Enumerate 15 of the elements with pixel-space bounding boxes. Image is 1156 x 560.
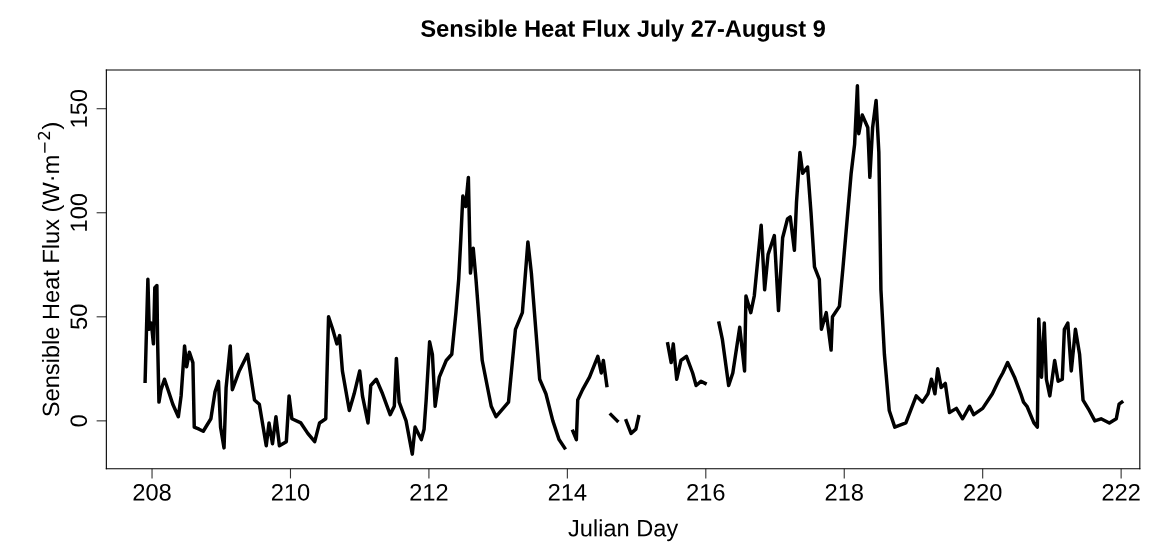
x-tick-label: 214 [548, 483, 587, 501]
x-axis-title: Julian Day [568, 519, 679, 542]
y-axis-title: Sensible Heat Flux (W·m$^{−2}$) [37, 123, 64, 417]
x-tick-label: 208 [133, 483, 171, 501]
x-tick-label: 220 [964, 483, 1002, 501]
x-tick-label: 210 [271, 483, 310, 501]
y-tick-label: 150 [70, 89, 88, 127]
x-tick-label: 216 [687, 483, 725, 501]
y-tick-label: 100 [70, 193, 88, 231]
x-tick-label: 212 [410, 483, 448, 501]
x-tick-label: 222 [1102, 483, 1140, 501]
chart-title: Sensible Heat Flux July 27-August 9 [421, 19, 825, 42]
y-tick-label: 50 [70, 304, 88, 329]
y-tick-label: 0 [70, 415, 88, 427]
x-tick-label: 218 [825, 483, 863, 501]
